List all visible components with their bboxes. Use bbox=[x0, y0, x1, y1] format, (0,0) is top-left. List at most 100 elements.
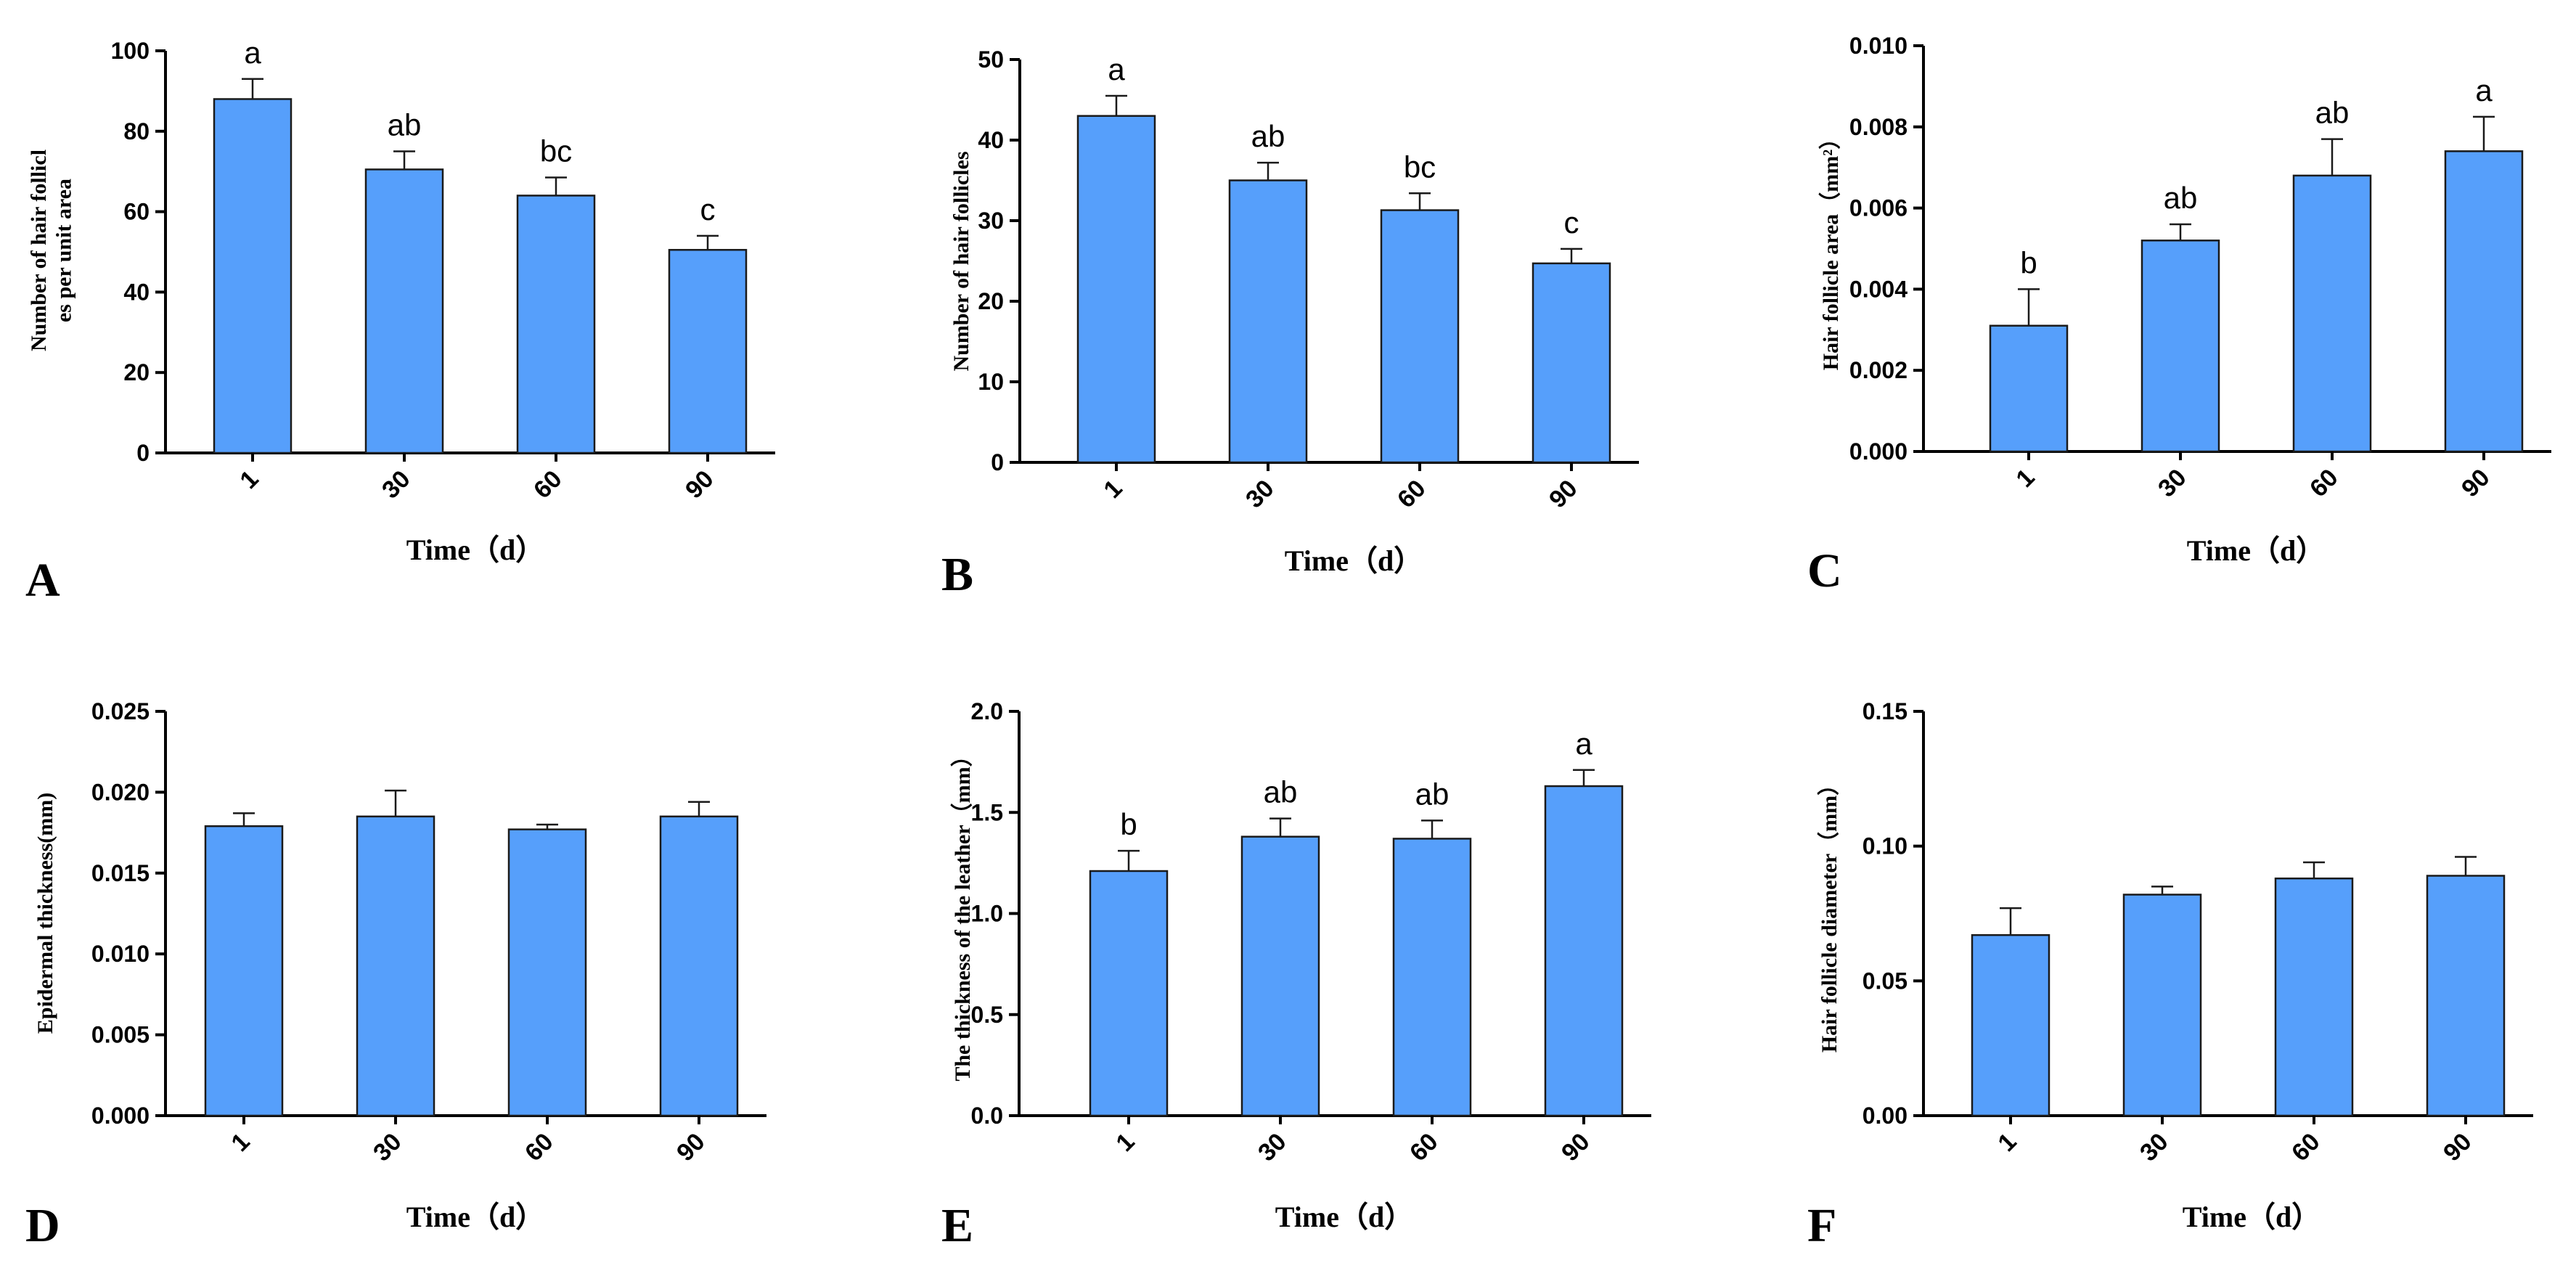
x-tick-label: 60 bbox=[528, 465, 568, 504]
y-tick-label: 50 bbox=[978, 46, 1004, 73]
x-axis-title: Time（d） bbox=[1275, 1201, 1413, 1233]
y-tick-label: 0.004 bbox=[1849, 276, 1908, 302]
y-axis-title: Number of hair follicles per unit area bbox=[27, 150, 76, 351]
y-tick-label: 0.020 bbox=[91, 779, 150, 805]
y-tick-label: 0.00 bbox=[1863, 1103, 1908, 1129]
bar bbox=[507, 828, 587, 1117]
significance-label: c bbox=[700, 192, 716, 226]
y-axis-title: Hair follicle area（mm²） bbox=[1818, 128, 1843, 370]
bar bbox=[2444, 150, 2524, 453]
y-tick-label: 0 bbox=[991, 449, 1004, 475]
significance-label: ab bbox=[1264, 775, 1298, 809]
significance-label: a bbox=[2475, 73, 2493, 107]
significance-label: b bbox=[2020, 245, 2037, 279]
y-tick-label: 0.5 bbox=[971, 1002, 1003, 1028]
bar bbox=[1544, 785, 1624, 1117]
chart-panel-f: 0.00 0.05 0.10 0.15 1 30 60 90 Hair follicle dia… bbox=[1807, 698, 2533, 1252]
bar bbox=[516, 195, 596, 454]
x-tick-label: 60 bbox=[2305, 464, 2344, 503]
chart-panel-a: 0 20 40 60 80 100 a 1 ab 30 bc 60 c 90 Number of hair … bbox=[25, 36, 775, 607]
y-axis-title: The thickness of the leather（mm） bbox=[950, 745, 975, 1081]
y-axis-title-line: The thickness of the leather（mm） bbox=[950, 745, 975, 1081]
chart-panel-e: 0.0 0.5 1.0 1.5 2.0 b 1 ab 30 ab 60 a 90 The thicknes… bbox=[941, 698, 1651, 1252]
x-tick-label: 1 bbox=[2011, 464, 2040, 493]
bar bbox=[2140, 240, 2220, 453]
x-tick-label: 1 bbox=[226, 1128, 255, 1157]
chart-panel-c: 0.000 0.002 0.004 0.006 0.008 0.010 b 1 ab 30 ab 60… bbox=[1807, 33, 2551, 597]
x-tick-label: 1 bbox=[1098, 475, 1127, 504]
y-axis-title-line: Epidermal thickness(mm) bbox=[33, 793, 57, 1034]
x-tick-label: 30 bbox=[377, 465, 416, 504]
y-tick-label: 100 bbox=[111, 38, 150, 64]
bar bbox=[2292, 174, 2372, 453]
y-tick-label: 20 bbox=[123, 359, 150, 385]
y-tick-label: 0.002 bbox=[1849, 357, 1908, 383]
x-tick-label: 60 bbox=[1392, 475, 1431, 514]
y-tick-label: 0.000 bbox=[1849, 438, 1908, 465]
y-tick-label: 0.010 bbox=[1849, 33, 1908, 59]
bar bbox=[2122, 894, 2202, 1117]
x-tick-label: 1 bbox=[1992, 1128, 2021, 1157]
y-axis-title: Number of hair follicles bbox=[949, 151, 973, 371]
y-tick-label: 0.006 bbox=[1849, 195, 1908, 221]
panel-letter: D bbox=[25, 1199, 60, 1252]
y-tick-label: 20 bbox=[978, 288, 1004, 314]
significance-label: ab bbox=[1251, 119, 1285, 153]
x-tick-label: 30 bbox=[1240, 475, 1280, 514]
y-axis-title-line: Hair follicle diameter（mm） bbox=[1817, 774, 1841, 1052]
bar bbox=[1228, 179, 1308, 464]
bar bbox=[364, 168, 444, 454]
y-axis-title-line: es per unit area bbox=[52, 179, 76, 322]
y-axis-title: Epidermal thickness(mm) bbox=[33, 793, 57, 1034]
significance-label: a bbox=[1108, 52, 1125, 86]
chart-panel-d: 0.000 0.005 0.010 0.015 0.020 0.025 1 30 60 90 Epi… bbox=[25, 698, 766, 1252]
x-axis-title: Time（d） bbox=[406, 534, 544, 566]
significance-label: a bbox=[244, 36, 261, 70]
y-tick-label: 60 bbox=[123, 199, 150, 225]
x-tick-label: 30 bbox=[1253, 1128, 1292, 1167]
panel-letter: E bbox=[941, 1199, 973, 1252]
y-tick-label: 40 bbox=[978, 127, 1004, 153]
y-tick-label: 2.0 bbox=[971, 698, 1003, 724]
x-tick-label: 60 bbox=[2286, 1128, 2326, 1167]
y-tick-label: 0.10 bbox=[1863, 833, 1908, 859]
x-tick-label: 90 bbox=[2438, 1128, 2477, 1167]
panel-letter: A bbox=[25, 554, 60, 607]
bar bbox=[1532, 262, 1611, 464]
x-tick-label: 90 bbox=[680, 465, 719, 504]
y-tick-label: 1.0 bbox=[971, 901, 1003, 927]
y-tick-label: 0.0 bbox=[971, 1103, 1003, 1129]
bar bbox=[1089, 870, 1169, 1117]
significance-label: bc bbox=[1404, 150, 1436, 184]
y-tick-label: 0.008 bbox=[1849, 114, 1908, 140]
y-tick-label: 40 bbox=[123, 279, 150, 305]
bar bbox=[1076, 115, 1156, 464]
x-axis-title: Time（d） bbox=[406, 1201, 544, 1233]
y-axis-title-line: Number of hair follicl bbox=[27, 150, 51, 351]
x-tick-label: 1 bbox=[1111, 1128, 1140, 1157]
bar bbox=[356, 815, 436, 1117]
panel-letter: C bbox=[1807, 544, 1842, 597]
x-tick-label: 90 bbox=[1556, 1128, 1595, 1167]
x-axis-title: Time（d） bbox=[2183, 1201, 2321, 1233]
bar bbox=[1380, 209, 1460, 464]
bar bbox=[1392, 838, 1472, 1117]
y-axis-title-line: Hair follicle area（mm²） bbox=[1818, 128, 1843, 370]
bar bbox=[1989, 324, 2069, 453]
y-tick-label: 10 bbox=[978, 369, 1004, 395]
chart-panel-b: 0 10 20 30 40 50 a 1 ab 30 bc 60 c 90 Number of hair f… bbox=[941, 46, 1639, 601]
x-tick-label: 90 bbox=[2456, 464, 2495, 503]
y-tick-label: 80 bbox=[123, 118, 150, 144]
x-tick-label: 1 bbox=[234, 465, 263, 494]
x-tick-label: 90 bbox=[671, 1128, 711, 1167]
y-axis-title-line: Number of hair follicles bbox=[949, 151, 973, 371]
x-tick-label: 60 bbox=[520, 1128, 559, 1167]
x-tick-label: 60 bbox=[1404, 1128, 1444, 1167]
y-tick-label: 0.15 bbox=[1863, 698, 1908, 724]
y-tick-label: 0.005 bbox=[91, 1022, 150, 1048]
significance-label: c bbox=[1564, 205, 1579, 240]
bar bbox=[2426, 875, 2506, 1117]
significance-label: bc bbox=[540, 134, 572, 168]
y-tick-label: 30 bbox=[978, 208, 1004, 234]
bar bbox=[1240, 835, 1320, 1117]
